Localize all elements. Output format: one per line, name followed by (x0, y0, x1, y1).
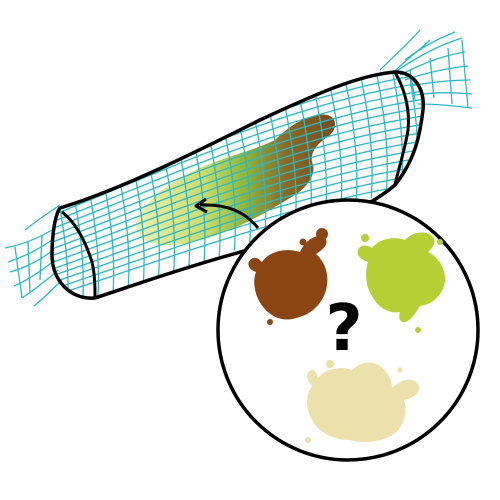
brown-splat (248, 228, 328, 325)
mesh-line (52, 97, 424, 228)
mesh-line (254, 118, 267, 239)
net-bag (4, 29, 473, 307)
mesh-line (52, 181, 424, 294)
mesh-line (238, 124, 252, 245)
mesh-line (223, 130, 236, 251)
mesh-line (52, 114, 424, 241)
mesh-line (360, 78, 373, 199)
question-mark: ? (325, 292, 362, 366)
cream-splat (305, 360, 420, 443)
mesh-line (52, 89, 424, 221)
mesh-line (345, 83, 358, 205)
mesh-line (208, 136, 221, 257)
mesh-line (52, 131, 424, 254)
mesh-line (52, 106, 424, 234)
mesh-line (375, 72, 388, 193)
green-splat (357, 232, 446, 333)
arrow (194, 197, 260, 229)
gradient-stain (135, 114, 336, 246)
mesh-line (52, 122, 424, 248)
mesh-line (52, 164, 424, 281)
magnify-circle: ? (216, 198, 480, 462)
mesh-line (178, 147, 191, 268)
mesh-line (52, 172, 424, 288)
mesh-line (330, 89, 343, 210)
mesh-line (52, 147, 424, 268)
mesh-line (52, 156, 424, 274)
